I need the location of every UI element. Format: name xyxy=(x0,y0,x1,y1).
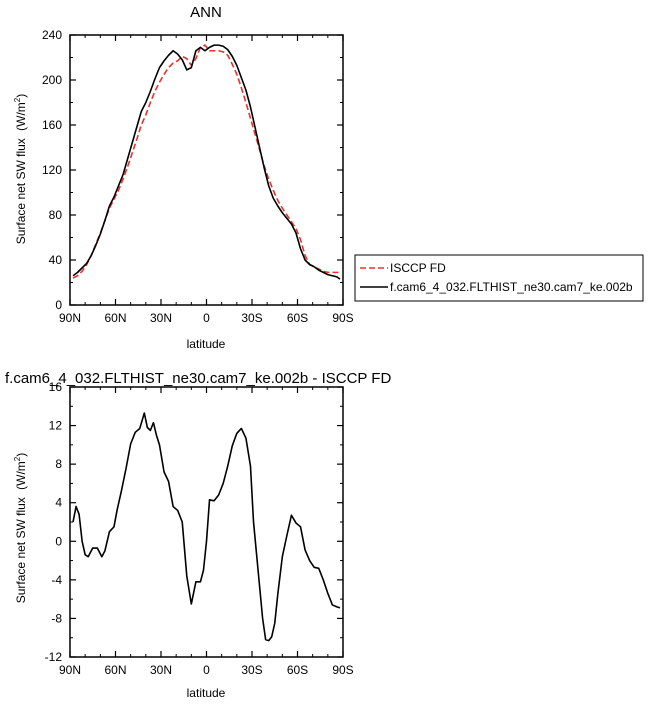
bottom-x-axis-title: latitude xyxy=(187,686,226,700)
bottom-y-tick-label-5: 8 xyxy=(55,457,62,471)
bottom-series-line-0 xyxy=(72,412,341,642)
bottom-y-axis-unit-close: ) xyxy=(14,453,28,457)
top-x-tick-label-1: 60N xyxy=(104,311,126,325)
top-x-tick-label-3: 0 xyxy=(203,311,210,325)
bottom-x-tick-label-4: 30S xyxy=(241,663,262,677)
bottom-y-tick-label-6: 12 xyxy=(49,419,63,433)
top-x-tick-label-6: 90S xyxy=(332,311,353,325)
bottom-y-tick-label-1: -8 xyxy=(51,611,62,625)
bottom-x-tick-label-2: 30N xyxy=(150,663,172,677)
top-plot-frame xyxy=(69,34,344,306)
legend-box xyxy=(354,254,644,302)
top-y-axis-label: Surface net SW flux (W/m2) xyxy=(13,94,28,245)
top-y-tick-label-4: 160 xyxy=(42,118,62,132)
top-y-axis-unit-close: ) xyxy=(14,94,28,98)
top-x-tick-label-4: 30S xyxy=(241,311,262,325)
top-y-axis-unit-sup: 2 xyxy=(13,97,22,102)
top-x-tick-label-2: 30N xyxy=(150,311,172,325)
top-series-line-0 xyxy=(72,44,340,279)
bottom-y-axis-unit-sup: 2 xyxy=(13,456,22,461)
bottom-y-axis-unit: (W/m xyxy=(14,461,28,490)
top-y-tick-label-2: 80 xyxy=(49,208,63,222)
top-y-tick-label-3: 120 xyxy=(42,163,62,177)
bottom-x-tick-label-6: 90S xyxy=(332,663,353,677)
bottom-y-tick-label-4: 4 xyxy=(55,496,62,510)
bottom-y-tick-label-7: 16 xyxy=(49,380,63,394)
bottom-y-axis-title: Surface net SW flux xyxy=(14,497,28,603)
bottom-plot-frame xyxy=(69,386,344,658)
legend-label-model: f.cam6_4_032.FLTHIST_ne30.cam7_ke.002b xyxy=(390,280,633,294)
bottom-x-tick-label-3: 0 xyxy=(203,663,210,677)
bottom-y-tick-label-2: -4 xyxy=(51,573,62,587)
top-x-tick-label-0: 90N xyxy=(59,311,81,325)
top-chart-title: ANN xyxy=(190,4,222,21)
bottom-y-tick-label-0: -12 xyxy=(45,650,63,664)
top-y-axis-unit: (W/m xyxy=(14,102,28,131)
top-y-tick-label-6: 240 xyxy=(42,28,62,42)
top-y-tick-label-1: 40 xyxy=(49,253,63,267)
bottom-x-tick-label-1: 60N xyxy=(104,663,126,677)
bottom-y-axis-label: Surface net SW flux (W/m2) xyxy=(13,453,28,604)
top-y-tick-label-5: 200 xyxy=(42,73,62,87)
top-x-axis-title: latitude xyxy=(187,337,226,351)
legend-label-isccp: ISCCP FD xyxy=(390,261,446,275)
top-chart: ANN Surface net SW flux (W/m2) latitude … xyxy=(13,4,354,351)
bottom-y-tick-label-3: 0 xyxy=(55,534,62,548)
bottom-x-tick-label-5: 60S xyxy=(287,663,308,677)
bottom-chart: f.cam6_4_032.FLTHIST_ne30.cam7_ke.002b -… xyxy=(5,370,391,700)
top-series-line-1 xyxy=(72,44,341,280)
svg-text:Surface net SW flux (W: Surface net SW flux (W/m2) xyxy=(13,94,28,245)
legend: ISCCP FD f.cam6_4_032.FLTHIST_ne30.cam7_… xyxy=(354,254,644,302)
bottom-x-tick-label-0: 90N xyxy=(59,663,81,677)
top-y-axis-title: Surface net SW flux xyxy=(14,138,28,244)
top-x-tick-label-5: 60S xyxy=(287,311,308,325)
bottom-chart-title: f.cam6_4_032.FLTHIST_ne30.cam7_ke.002b -… xyxy=(5,370,391,387)
top-y-tick-label-0: 0 xyxy=(55,298,62,312)
svg-text:Surface net SW flux (W: Surface net SW flux (W/m2) xyxy=(13,453,28,604)
